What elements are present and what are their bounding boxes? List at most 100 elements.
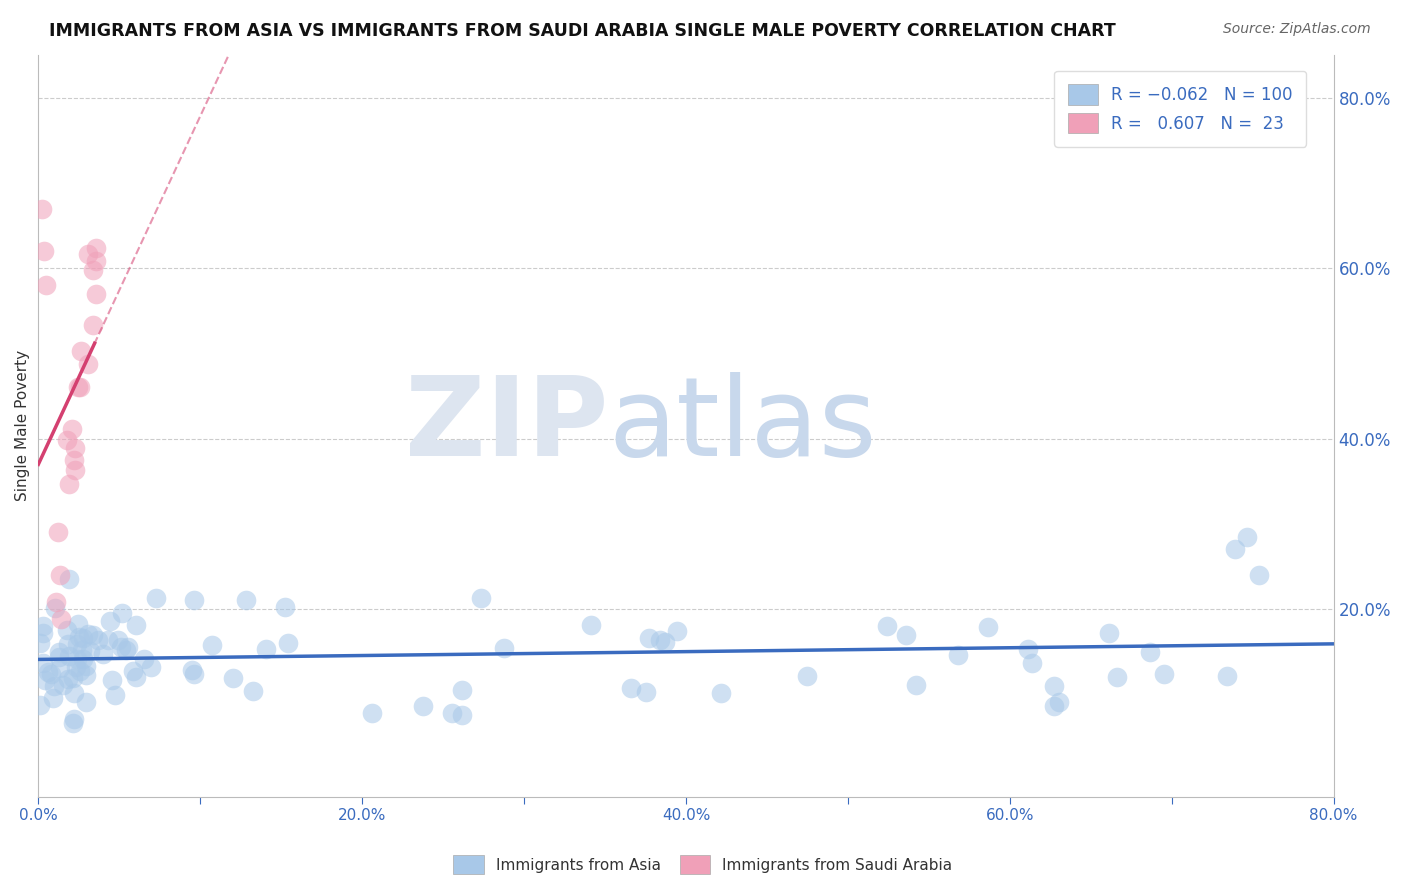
Point — [70, 643, 93, 657]
Y-axis label: Single Male Poverty: Single Male Poverty — [15, 351, 30, 501]
Point — [65, 659, 87, 673]
Point — [1043, 679, 1066, 693]
Point — [412, 699, 434, 714]
Point — [58, 573, 80, 587]
Point — [31, 619, 53, 633]
Point — [48, 567, 70, 582]
Point — [104, 688, 127, 702]
Point — [183, 667, 205, 681]
Point — [796, 669, 818, 683]
Point — [451, 682, 474, 697]
Point — [66, 380, 89, 394]
Point — [896, 628, 918, 642]
Point — [86, 253, 108, 268]
Point — [1216, 669, 1239, 683]
Point — [82, 263, 104, 277]
Point — [1107, 670, 1129, 684]
Point — [75, 695, 97, 709]
Point — [440, 706, 463, 720]
Point — [55, 623, 77, 637]
Point — [1153, 667, 1175, 681]
Point — [28, 698, 51, 713]
Point — [1223, 542, 1246, 557]
Point — [1017, 642, 1039, 657]
Point — [98, 614, 121, 628]
Point — [76, 247, 98, 261]
Point — [77, 627, 100, 641]
Point — [72, 652, 94, 666]
Point — [37, 665, 59, 679]
Point — [122, 664, 145, 678]
Point — [180, 664, 202, 678]
Point — [201, 638, 224, 652]
Point — [45, 595, 67, 609]
Point — [361, 706, 384, 720]
Point — [710, 686, 733, 700]
Point — [82, 628, 104, 642]
Point — [35, 278, 58, 293]
Point — [58, 637, 80, 651]
Point — [274, 600, 297, 615]
Text: IMMIGRANTS FROM ASIA VS IMMIGRANTS FROM SAUDI ARABIA SINGLE MALE POVERTY CORRELA: IMMIGRANTS FROM ASIA VS IMMIGRANTS FROM … — [49, 22, 1116, 40]
Point — [654, 634, 676, 648]
Text: atlas: atlas — [609, 372, 877, 479]
Point — [67, 616, 90, 631]
Point — [101, 673, 124, 687]
Point — [1021, 656, 1043, 670]
Point — [1047, 694, 1070, 708]
Point — [1098, 626, 1121, 640]
Point — [63, 712, 86, 726]
Point — [69, 344, 91, 359]
Point — [242, 683, 264, 698]
Point — [115, 643, 138, 657]
Point — [32, 656, 55, 670]
Point — [125, 617, 148, 632]
Point — [277, 636, 299, 650]
Point — [76, 357, 98, 371]
Point — [665, 624, 688, 638]
Point — [636, 685, 658, 699]
Point — [31, 202, 53, 216]
Point — [75, 659, 97, 673]
Point — [254, 641, 277, 656]
Point — [62, 671, 84, 685]
Point — [39, 667, 62, 681]
Point — [905, 678, 928, 692]
Point — [65, 442, 87, 456]
Point — [93, 647, 115, 661]
Point — [75, 667, 97, 681]
Point — [72, 631, 94, 645]
Point — [110, 606, 132, 620]
Point — [946, 648, 969, 662]
Point — [221, 671, 243, 685]
Point — [69, 380, 91, 394]
Point — [87, 633, 110, 648]
Legend: R = −0.062   N = 100, R =   0.607   N =  23: R = −0.062 N = 100, R = 0.607 N = 23 — [1054, 70, 1306, 146]
Point — [494, 641, 516, 656]
Point — [470, 591, 492, 606]
Point — [1043, 698, 1066, 713]
Point — [1139, 644, 1161, 658]
Point — [650, 633, 672, 648]
Point — [1236, 530, 1258, 544]
Point — [48, 649, 70, 664]
Point — [63, 453, 86, 467]
Point — [125, 670, 148, 684]
Point — [63, 686, 86, 700]
Point — [79, 644, 101, 658]
Point — [450, 707, 472, 722]
Text: Source: ZipAtlas.com: Source: ZipAtlas.com — [1223, 22, 1371, 37]
Point — [107, 633, 129, 648]
Point — [97, 633, 120, 648]
Point — [34, 673, 56, 688]
Point — [58, 648, 80, 663]
Legend: Immigrants from Asia, Immigrants from Saudi Arabia: Immigrants from Asia, Immigrants from Sa… — [447, 849, 959, 880]
Point — [82, 318, 104, 332]
Text: ZIP: ZIP — [405, 372, 609, 479]
Point — [46, 524, 69, 539]
Point — [55, 433, 77, 447]
Point — [579, 618, 602, 632]
Point — [132, 652, 155, 666]
Point — [67, 630, 90, 644]
Point — [60, 422, 83, 436]
